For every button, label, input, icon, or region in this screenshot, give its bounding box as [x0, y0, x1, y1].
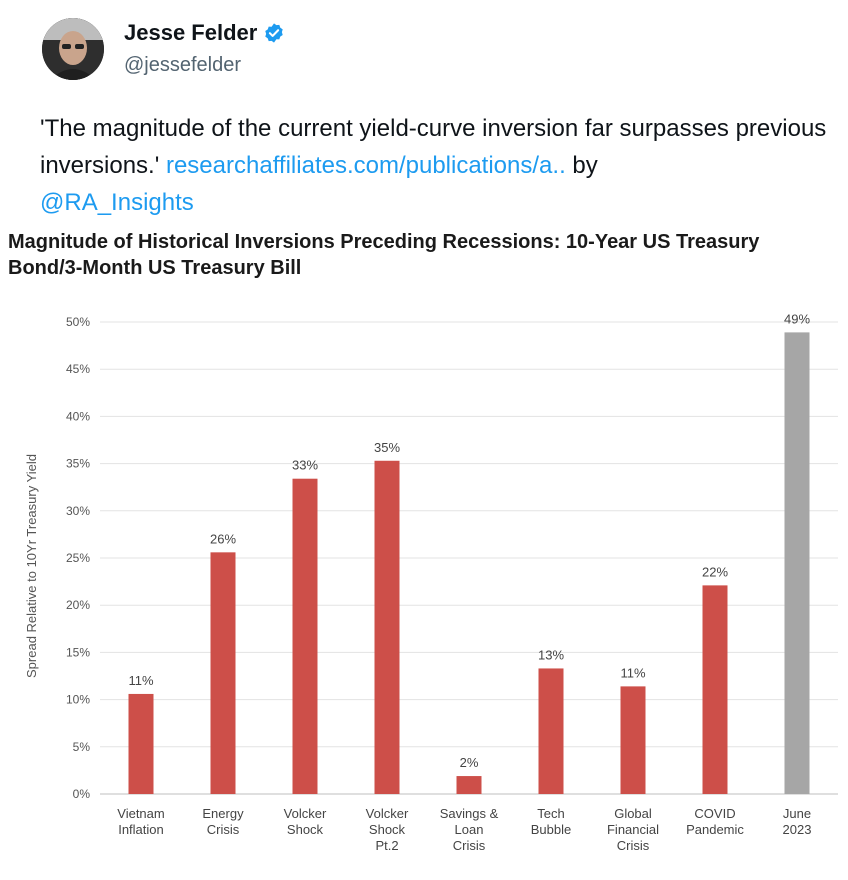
mention-link[interactable]: @RA_Insights — [40, 189, 194, 216]
avatar[interactable] — [42, 18, 104, 80]
author-handle[interactable]: @jessefelder — [124, 54, 242, 76]
tweet-text: 'The magnitude of the current yield-curv… — [40, 110, 830, 221]
x-tick-label: Vietnam — [117, 806, 164, 821]
data-label: 11% — [620, 665, 645, 680]
x-tick-label: Savings & — [440, 806, 499, 821]
bar — [210, 552, 236, 794]
x-tick-label: Crisis — [207, 822, 240, 837]
tweet-header: Jesse Felder @jessefelder — [40, 14, 820, 84]
x-tick-label: Energy — [202, 806, 244, 821]
avatar-photo — [42, 18, 104, 80]
bar — [538, 668, 564, 794]
x-tick-label: Pt.2 — [375, 838, 398, 853]
y-tick-label: 10% — [66, 693, 90, 707]
y-tick-label: 45% — [66, 362, 90, 376]
chart-title: Magnitude of Historical Inversions Prece… — [8, 231, 760, 279]
x-tick-label: Financial — [607, 822, 659, 837]
x-tick-label: Loan — [455, 822, 484, 837]
bar — [620, 686, 646, 794]
y-tick-label: 20% — [66, 598, 90, 612]
x-tick-label: Pandemic — [686, 822, 744, 837]
data-label: 33% — [292, 458, 318, 473]
bar — [702, 585, 728, 794]
x-tick-label: COVID — [694, 806, 735, 821]
bar — [784, 332, 810, 794]
y-axis-label: Spread Relative to 10Yr Treasury Yield — [24, 454, 39, 678]
bar — [374, 460, 400, 794]
x-tick-label: Inflation — [118, 822, 164, 837]
x-tick-label: 2023 — [783, 822, 812, 837]
tweet-link[interactable]: researchaffiliates.com/publications/a.. — [165, 152, 566, 179]
y-tick-label: 0% — [73, 787, 91, 801]
bar — [128, 693, 154, 794]
tweet-by: by — [572, 152, 598, 179]
y-tick-label: 30% — [66, 504, 90, 518]
y-tick-label: 15% — [66, 645, 90, 659]
verified-badge-icon — [265, 23, 283, 43]
y-tick-label: 5% — [73, 740, 91, 754]
tweet-quote: 'The magnitude of the current yield-curv… — [40, 115, 827, 179]
x-tick-label: Global — [614, 806, 652, 821]
data-label: 49% — [784, 311, 810, 326]
x-tick-label: Volcker — [366, 806, 409, 821]
data-label: 22% — [702, 564, 728, 579]
y-tick-label: 25% — [66, 551, 90, 565]
x-tick-label: June — [783, 806, 811, 821]
data-label: 13% — [538, 647, 564, 662]
data-label: 11% — [128, 673, 153, 688]
bar — [292, 478, 318, 794]
y-tick-label: 50% — [66, 315, 90, 329]
y-tick-label: 35% — [66, 457, 90, 471]
x-tick-label: Shock — [287, 822, 324, 837]
x-tick-label: Crisis — [617, 838, 650, 853]
x-tick-label: Tech — [537, 806, 564, 821]
x-tick-label: Crisis — [453, 838, 486, 853]
data-label: 26% — [210, 531, 236, 546]
bar — [456, 776, 482, 794]
x-tick-label: Shock — [369, 822, 406, 837]
y-tick-label: 40% — [66, 409, 90, 423]
author-name[interactable]: Jesse Felder — [124, 20, 258, 45]
data-label: 2% — [460, 755, 479, 770]
data-label: 35% — [374, 440, 400, 455]
bar-chart: Spread Relative to 10Yr Treasury Yield 0%… — [24, 311, 838, 853]
x-tick-label: Bubble — [531, 822, 571, 837]
x-tick-label: Volcker — [284, 806, 327, 821]
